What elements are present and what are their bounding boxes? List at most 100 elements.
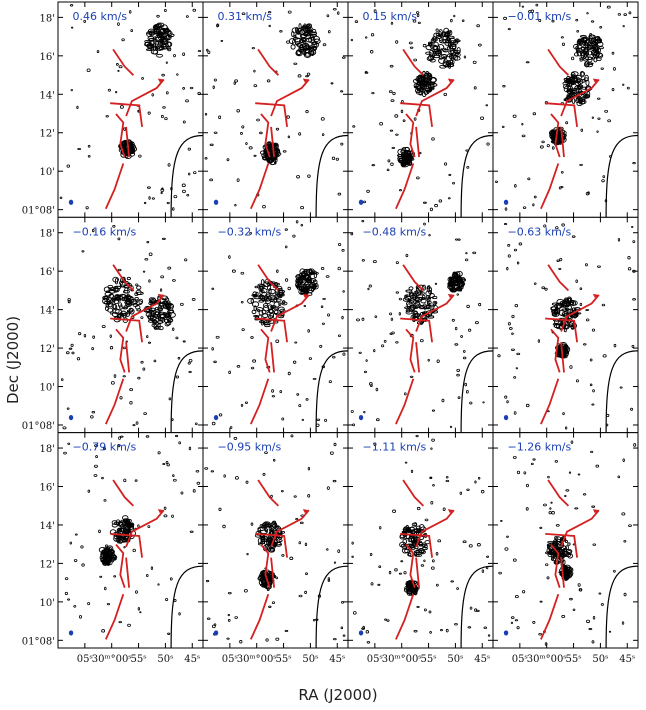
noise-contour (456, 293, 459, 296)
noise-contour (587, 191, 590, 195)
noise-contour (276, 269, 279, 273)
emission-contour (124, 300, 130, 305)
noise-contour (284, 245, 288, 249)
filament-arrow (302, 78, 309, 83)
emission-contour (135, 289, 142, 296)
dec-tick-label: 12' (40, 344, 55, 355)
noise-contour (211, 421, 216, 426)
noise-contour (320, 117, 325, 121)
emission-contour (269, 524, 277, 530)
emission-contour (159, 46, 165, 51)
x-axis-title: RA (J2000) (298, 686, 377, 704)
emission-contour (258, 286, 264, 292)
emission-contour (563, 323, 570, 330)
noise-contour (281, 489, 284, 493)
filament-line (547, 479, 570, 507)
emission-contour (596, 57, 602, 62)
noise-contour (233, 436, 238, 440)
noise-contour (176, 73, 179, 76)
noise-contour (127, 623, 131, 627)
noise-contour (67, 298, 71, 302)
noise-contour (480, 116, 485, 120)
noise-contour (192, 489, 196, 493)
noise-contour (622, 458, 625, 462)
noise-contour (350, 232, 354, 236)
noise-contour (209, 143, 214, 146)
filament-line (550, 544, 561, 588)
noise-contour (523, 471, 527, 475)
noise-contour (87, 602, 91, 606)
noise-contour (410, 469, 414, 474)
emission-contour (416, 85, 423, 89)
noise-contour (307, 329, 310, 333)
emission-contour (278, 302, 282, 306)
noise-contour (146, 186, 151, 189)
noise-contour (182, 87, 185, 90)
noise-contour (103, 499, 107, 502)
emission-contour (162, 37, 171, 41)
emission-contour (278, 539, 283, 543)
velocity-label: −0.01 km/s (508, 10, 572, 23)
ra-tick-label: 50ˢ (157, 654, 173, 665)
noise-contour (402, 119, 406, 122)
noise-contour (395, 133, 399, 136)
emission-contour (450, 40, 458, 44)
emission-contour (103, 547, 111, 551)
filament-line (115, 544, 126, 588)
noise-contour (78, 332, 82, 336)
emission-contour (408, 581, 413, 587)
emission-contour (100, 557, 104, 563)
filament-line (560, 294, 600, 332)
noise-contour (561, 170, 564, 174)
emission-contour (147, 319, 155, 323)
emission-contour (421, 294, 426, 300)
noise-contour (262, 472, 266, 476)
noise-contour (583, 343, 587, 346)
filament-line (110, 317, 143, 343)
emission-contour (299, 286, 305, 291)
noise-contour (135, 421, 139, 425)
filament-arrow (157, 78, 164, 83)
emission-contour (427, 42, 433, 47)
field-edge-curve (460, 350, 494, 433)
noise-contour (210, 470, 215, 473)
panel-frame (492, 1, 639, 218)
noise-contour (223, 474, 226, 478)
noise-contour (435, 583, 439, 587)
noise-contour (392, 509, 397, 513)
noise-contour (332, 479, 337, 483)
noise-contour (259, 131, 263, 135)
emission-contour (129, 522, 135, 527)
noise-contour (129, 388, 133, 392)
emission-contour (447, 276, 454, 283)
emission-contour (428, 50, 434, 57)
noise-contour (321, 133, 325, 137)
noise-contour (69, 4, 74, 7)
noise-contour (361, 317, 365, 321)
noise-contour (90, 415, 94, 419)
dec-tick-label: 18' (40, 229, 55, 240)
emission-contour (433, 41, 439, 48)
noise-contour (305, 110, 309, 114)
noise-contour (590, 20, 595, 23)
ra-tick-label: 55ˢ (421, 654, 437, 665)
noise-contour (444, 162, 448, 166)
noise-contour (325, 275, 330, 278)
noise-contour (327, 577, 331, 581)
emission-contour (573, 80, 581, 84)
emission-contour (266, 311, 272, 316)
noise-contour (66, 164, 71, 168)
filament-line (125, 78, 165, 117)
emission-contour (565, 349, 570, 356)
noise-contour (600, 67, 604, 70)
noise-contour (175, 375, 180, 379)
emission-contour (267, 573, 272, 579)
noise-contour (400, 560, 404, 563)
noise-contour (165, 91, 169, 95)
noise-contour (472, 60, 477, 64)
ra-tick-label: 45ˢ (184, 654, 200, 665)
emission-contour (579, 71, 585, 78)
noise-contour (179, 302, 184, 306)
noise-contour (115, 90, 118, 94)
